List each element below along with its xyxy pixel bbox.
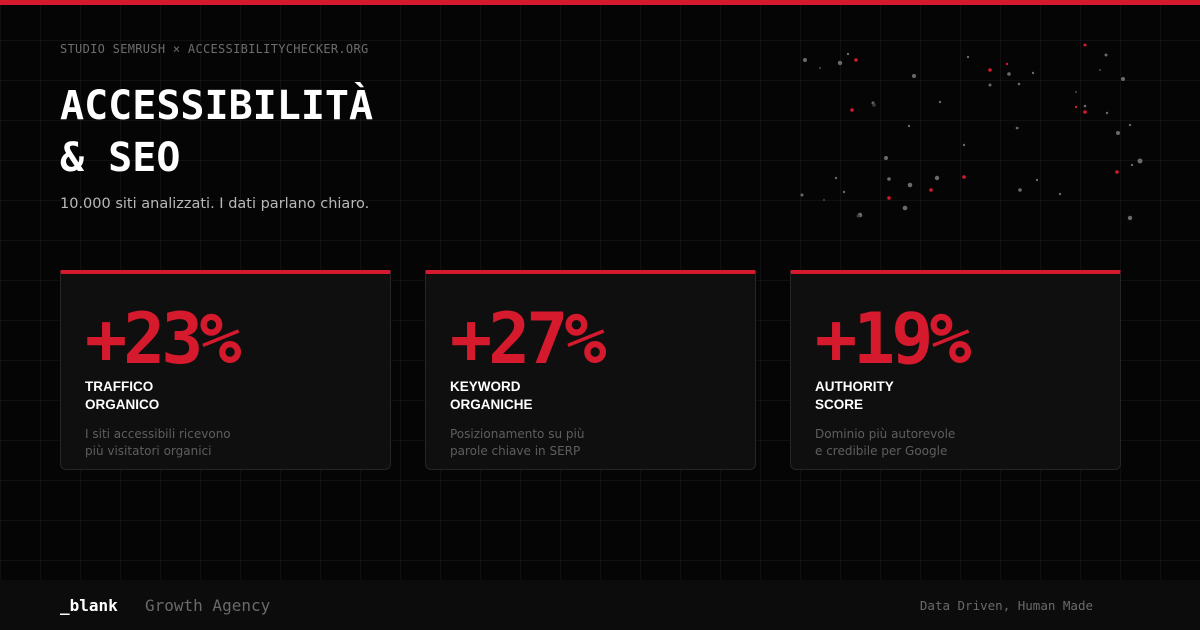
stat-description: Posizionamento su più parole chiave in S… — [450, 426, 584, 460]
brand-tagline: Growth Agency — [145, 596, 271, 615]
stat-card-authority: +19% AUTHORITY SCORE Dominio più autorev… — [790, 270, 1121, 470]
stat-value: +27% — [450, 298, 607, 380]
stat-description-line-1: Dominio più autorevole — [815, 427, 956, 441]
stat-card-keywords: +27% KEYWORD ORGANICHE Posizionamento su… — [425, 270, 756, 470]
footer-bar: _blank Growth Agency Data Driven, Human … — [0, 580, 1200, 630]
stat-description: Dominio più autorevole e credibile per G… — [815, 426, 955, 460]
stat-description-line-1: Posizionamento su più — [450, 427, 585, 441]
footer-motto: Data Driven, Human Made — [919, 598, 1093, 613]
stat-description-line-2: più visitatori organici — [85, 444, 212, 458]
top-accent-bar — [0, 0, 1200, 5]
stat-description-line-1: I siti accessibili ricevono — [85, 427, 231, 441]
stat-description-line-2: e credibile per Google — [815, 444, 948, 458]
stat-value: +23% — [85, 298, 242, 380]
stat-card-traffic: +23% TRAFFICO ORGANICO I siti accessibil… — [60, 270, 391, 470]
stat-label-line-1: KEYWORD — [450, 379, 521, 394]
title-line-2: & SEO — [60, 135, 181, 181]
page-title: ACCESSIBILITÀ & SEO — [60, 80, 373, 184]
stat-label-line-2: ORGANICHE — [450, 397, 533, 412]
title-line-1: ACCESSIBILITÀ — [60, 83, 374, 129]
stat-label-line-1: TRAFFICO — [85, 379, 154, 394]
stat-label: KEYWORD ORGANICHE — [450, 378, 533, 414]
stat-label: AUTHORITY SCORE — [815, 378, 894, 414]
stat-label: TRAFFICO ORGANICO — [85, 378, 159, 414]
eyebrow-text: STUDIO SEMRUSH × ACCESSIBILITYCHECKER.OR… — [60, 42, 369, 56]
decorative-particles — [800, 43, 1143, 221]
stat-description-line-2: parole chiave in SERP — [450, 444, 581, 458]
stat-label-line-2: SCORE — [815, 397, 864, 412]
stat-description: I siti accessibili ricevono più visitato… — [85, 426, 231, 460]
stat-value: +19% — [815, 298, 972, 380]
stat-label-line-1: AUTHORITY — [815, 379, 894, 394]
stat-label-line-2: ORGANICO — [85, 397, 160, 412]
brand-logo: _blank — [60, 596, 118, 615]
subtitle: 10.000 siti analizzati. I dati parlano c… — [60, 196, 370, 212]
